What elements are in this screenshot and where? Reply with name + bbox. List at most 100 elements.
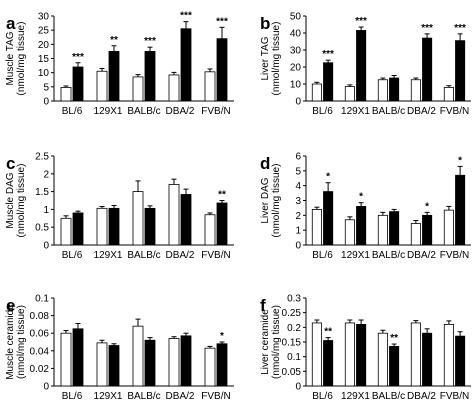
y-tick-label: 0 — [43, 241, 49, 252]
y-tick-label: 1 — [295, 226, 301, 237]
black-bar-balbc — [389, 345, 400, 387]
black-bar-129x1 — [356, 206, 367, 246]
x-tick-label: FVB/N — [201, 250, 230, 261]
y-tick-label: 2 — [295, 211, 301, 222]
white-bar-balbc — [377, 214, 388, 246]
significance-marker: ** — [390, 333, 398, 344]
black-bar-129x1 — [356, 30, 367, 102]
white-bar-fvbn — [443, 87, 454, 102]
black-bar-bl6 — [323, 340, 334, 387]
white-bar-fvbn — [204, 214, 216, 246]
panel-letter-f: f — [260, 296, 266, 315]
y-tick-label: 10 — [290, 80, 302, 91]
white-bar-129x1 — [96, 70, 108, 102]
x-tick-label: BL/6 — [312, 250, 333, 261]
white-bar-dba2 — [168, 184, 180, 246]
black-bar-fvbn — [216, 38, 228, 102]
black-bar-129x1 — [108, 207, 120, 246]
white-bar-balbc — [377, 332, 388, 387]
black-bar-bl6 — [323, 62, 334, 102]
x-tick-label: BL/6 — [312, 391, 333, 400]
white-bar-129x1 — [96, 342, 108, 387]
panel-letter-e: e — [6, 296, 15, 315]
y-axis-label: Liver ceramide(nmol/mg tissue) — [260, 305, 282, 379]
y-tick-label: 3 — [295, 196, 301, 207]
white-bar-bl6 — [60, 332, 72, 387]
black-bar-dba2 — [422, 332, 433, 387]
y-axis-label: Muscle ceramide(nmol/mg tissue) — [5, 304, 27, 380]
x-tick-label: DBA/2 — [407, 106, 436, 117]
white-bar-bl6 — [311, 83, 322, 102]
y-axis-label-line: Liver TAG — [260, 36, 271, 80]
white-bar-fvbn — [204, 347, 216, 387]
significance-marker: *** — [421, 23, 433, 34]
x-tick-label: 129X1 — [341, 106, 370, 117]
y-tick-label: 30 — [290, 46, 302, 57]
x-tick-label: BALB/c — [372, 106, 405, 117]
white-bar-bl6 — [60, 87, 72, 102]
white-bar-129x1 — [344, 219, 355, 246]
y-tick-label: 0.06 — [30, 329, 50, 340]
x-tick-label: DBA/2 — [407, 250, 436, 261]
panel-letter-c: c — [6, 154, 15, 173]
significance-marker: *** — [180, 11, 192, 22]
significance-marker: * — [425, 201, 429, 212]
y-tick-label: 0 — [43, 97, 49, 108]
black-bar-dba2 — [180, 194, 192, 246]
y-tick-label: 50 — [290, 12, 302, 23]
white-bar-dba2 — [168, 338, 180, 387]
black-bar-dba2 — [422, 37, 433, 102]
x-tick-label: BALB/c — [127, 391, 160, 400]
black-bar-dba2 — [180, 335, 192, 387]
x-tick-label: FVB/N — [440, 250, 469, 261]
y-tick-label: 6 — [295, 152, 301, 163]
x-tick-label: FVB/N — [440, 391, 469, 400]
white-bar-dba2 — [410, 79, 421, 102]
black-bar-129x1 — [108, 51, 120, 102]
significance-marker: *** — [144, 36, 156, 47]
x-tick-label: DBA/2 — [166, 106, 195, 117]
white-bar-balbc — [132, 76, 144, 102]
x-tick-label: FVB/N — [440, 106, 469, 117]
y-tick-label: 0 — [295, 241, 301, 252]
x-tick-label: 129X1 — [94, 106, 123, 117]
y-tick-label: 0.25 — [282, 308, 302, 319]
y-tick-label: 0.04 — [30, 346, 50, 357]
x-tick-label: 129X1 — [94, 250, 123, 261]
white-bar-fvbn — [443, 323, 454, 387]
y-axis-label-line: (nmol/mg tissue) — [271, 22, 282, 96]
y-tick-label: 2 — [43, 169, 49, 180]
black-bar-balbc — [389, 211, 400, 246]
y-axis-label-line: Muscle DAG — [5, 172, 16, 228]
y-tick-label: 30 — [38, 12, 50, 23]
significance-marker: *** — [216, 16, 228, 27]
y-tick-label: 1.5 — [35, 187, 49, 198]
y-tick-label: 4 — [295, 181, 301, 192]
y-axis-label: Muscle TAG(nmol/mg tissue) — [5, 22, 27, 96]
x-tick-label: 129X1 — [94, 391, 123, 400]
white-bar-dba2 — [410, 322, 421, 387]
significance-marker: * — [326, 172, 330, 183]
black-bar-bl6 — [323, 191, 334, 246]
x-tick-label: BALB/c — [372, 250, 405, 261]
y-tick-label: 10 — [38, 68, 50, 79]
y-axis-label: Liver DAG(nmol/mg tissue) — [260, 164, 282, 238]
y-tick-label: 0.1 — [35, 294, 49, 305]
black-bar-fvbn — [216, 343, 228, 387]
y-tick-label: 0.15 — [282, 338, 302, 349]
x-tick-label: 129X1 — [341, 391, 370, 400]
significance-marker: ** — [218, 190, 226, 201]
y-tick-label: 40 — [290, 29, 302, 40]
x-tick-label: FVB/N — [201, 391, 230, 400]
significance-marker: *** — [355, 16, 367, 27]
significance-marker: * — [220, 331, 224, 342]
white-bar-129x1 — [96, 207, 108, 246]
white-bar-129x1 — [344, 86, 355, 102]
panel-letter-b: b — [260, 14, 270, 33]
y-tick-label: 0.5 — [35, 223, 49, 234]
y-tick-label: 0 — [295, 382, 301, 393]
y-tick-label: 0.1 — [287, 352, 301, 363]
